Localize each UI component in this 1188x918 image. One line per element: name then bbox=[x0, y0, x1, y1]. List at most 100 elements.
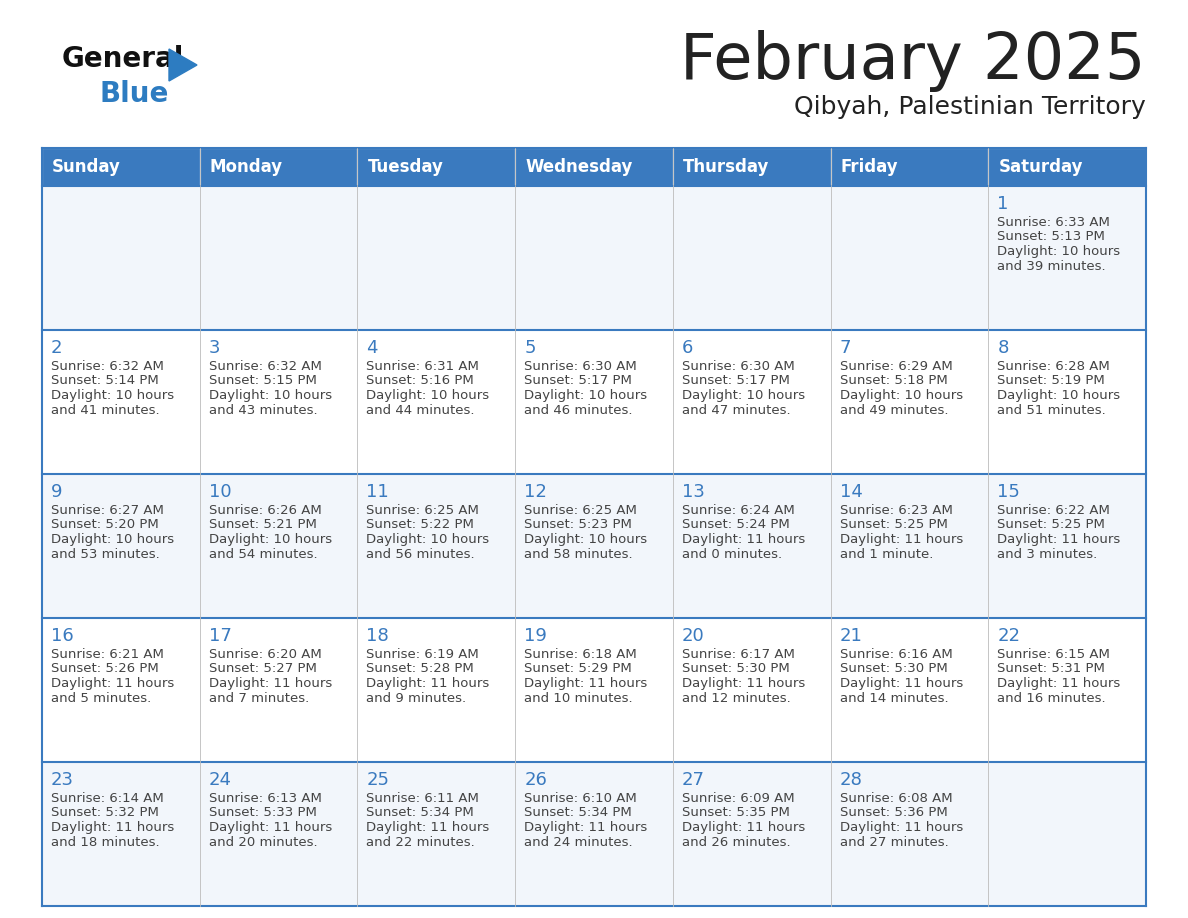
Text: 10: 10 bbox=[209, 483, 232, 501]
Text: 24: 24 bbox=[209, 771, 232, 789]
Bar bbox=[516, 330, 672, 474]
Text: Sunrise: 6:26 AM: Sunrise: 6:26 AM bbox=[209, 504, 322, 517]
Text: 3: 3 bbox=[209, 339, 220, 357]
Bar bbox=[516, 474, 672, 618]
Text: Sunset: 5:30 PM: Sunset: 5:30 PM bbox=[682, 663, 790, 676]
Text: 28: 28 bbox=[840, 771, 862, 789]
Text: and 12 minutes.: and 12 minutes. bbox=[682, 691, 790, 704]
Text: 14: 14 bbox=[840, 483, 862, 501]
Bar bbox=[358, 762, 516, 906]
Text: Sunrise: 6:20 AM: Sunrise: 6:20 AM bbox=[209, 648, 322, 661]
Bar bbox=[672, 330, 830, 474]
Text: Sunset: 5:16 PM: Sunset: 5:16 PM bbox=[366, 375, 474, 387]
Text: Blue: Blue bbox=[100, 80, 170, 108]
Bar bbox=[830, 618, 988, 762]
Text: Sunrise: 6:13 AM: Sunrise: 6:13 AM bbox=[209, 792, 322, 805]
Text: 27: 27 bbox=[682, 771, 704, 789]
Text: Qibyah, Palestinian Territory: Qibyah, Palestinian Territory bbox=[795, 95, 1146, 119]
Bar bbox=[358, 618, 516, 762]
Text: and 14 minutes.: and 14 minutes. bbox=[840, 691, 948, 704]
Text: Daylight: 11 hours: Daylight: 11 hours bbox=[840, 677, 962, 690]
Bar bbox=[672, 762, 830, 906]
Text: Sunset: 5:27 PM: Sunset: 5:27 PM bbox=[209, 663, 316, 676]
Text: Daylight: 11 hours: Daylight: 11 hours bbox=[51, 677, 175, 690]
Text: 8: 8 bbox=[997, 339, 1009, 357]
Bar bbox=[988, 474, 1146, 618]
Text: Daylight: 10 hours: Daylight: 10 hours bbox=[366, 533, 489, 546]
Text: and 27 minutes.: and 27 minutes. bbox=[840, 835, 948, 848]
Text: Daylight: 10 hours: Daylight: 10 hours bbox=[997, 389, 1120, 402]
Text: Daylight: 11 hours: Daylight: 11 hours bbox=[682, 677, 805, 690]
Text: and 44 minutes.: and 44 minutes. bbox=[366, 404, 475, 417]
Bar bbox=[516, 618, 672, 762]
Text: 9: 9 bbox=[51, 483, 63, 501]
Text: Sunset: 5:28 PM: Sunset: 5:28 PM bbox=[366, 663, 474, 676]
Text: Daylight: 11 hours: Daylight: 11 hours bbox=[366, 821, 489, 834]
Text: and 10 minutes.: and 10 minutes. bbox=[524, 691, 633, 704]
Text: Daylight: 11 hours: Daylight: 11 hours bbox=[682, 821, 805, 834]
Text: Sunrise: 6:19 AM: Sunrise: 6:19 AM bbox=[366, 648, 479, 661]
Text: Sunrise: 6:32 AM: Sunrise: 6:32 AM bbox=[51, 360, 164, 373]
Bar bbox=[358, 148, 516, 186]
Text: Sunrise: 6:30 AM: Sunrise: 6:30 AM bbox=[682, 360, 795, 373]
Text: February 2025: February 2025 bbox=[681, 30, 1146, 92]
Text: Daylight: 11 hours: Daylight: 11 hours bbox=[524, 821, 647, 834]
Text: and 51 minutes.: and 51 minutes. bbox=[997, 404, 1106, 417]
Bar bbox=[358, 330, 516, 474]
Bar bbox=[830, 330, 988, 474]
Text: and 43 minutes.: and 43 minutes. bbox=[209, 404, 317, 417]
Text: Daylight: 11 hours: Daylight: 11 hours bbox=[366, 677, 489, 690]
Bar bbox=[830, 148, 988, 186]
Text: Sunrise: 6:08 AM: Sunrise: 6:08 AM bbox=[840, 792, 953, 805]
Bar bbox=[830, 474, 988, 618]
Text: Sunset: 5:24 PM: Sunset: 5:24 PM bbox=[682, 519, 790, 532]
Text: Thursday: Thursday bbox=[683, 158, 770, 176]
Text: Sunrise: 6:29 AM: Sunrise: 6:29 AM bbox=[840, 360, 953, 373]
Text: Monday: Monday bbox=[210, 158, 283, 176]
Text: 21: 21 bbox=[840, 627, 862, 645]
Text: and 0 minutes.: and 0 minutes. bbox=[682, 547, 782, 561]
Text: and 1 minute.: and 1 minute. bbox=[840, 547, 933, 561]
Text: Sunset: 5:29 PM: Sunset: 5:29 PM bbox=[524, 663, 632, 676]
Text: Daylight: 10 hours: Daylight: 10 hours bbox=[209, 389, 331, 402]
Bar bbox=[830, 186, 988, 330]
Text: and 46 minutes.: and 46 minutes. bbox=[524, 404, 633, 417]
Text: and 49 minutes.: and 49 minutes. bbox=[840, 404, 948, 417]
Text: Sunrise: 6:32 AM: Sunrise: 6:32 AM bbox=[209, 360, 322, 373]
Bar bbox=[988, 762, 1146, 906]
Text: Daylight: 11 hours: Daylight: 11 hours bbox=[51, 821, 175, 834]
Text: 26: 26 bbox=[524, 771, 546, 789]
Bar bbox=[200, 330, 358, 474]
Text: Sunrise: 6:33 AM: Sunrise: 6:33 AM bbox=[997, 216, 1110, 229]
Text: Sunrise: 6:24 AM: Sunrise: 6:24 AM bbox=[682, 504, 795, 517]
Text: Sunset: 5:23 PM: Sunset: 5:23 PM bbox=[524, 519, 632, 532]
Bar bbox=[42, 330, 200, 474]
Text: Daylight: 10 hours: Daylight: 10 hours bbox=[51, 533, 175, 546]
Text: 12: 12 bbox=[524, 483, 546, 501]
Text: Sunset: 5:26 PM: Sunset: 5:26 PM bbox=[51, 663, 159, 676]
Bar bbox=[200, 618, 358, 762]
Text: and 47 minutes.: and 47 minutes. bbox=[682, 404, 790, 417]
Text: 18: 18 bbox=[366, 627, 390, 645]
Text: Daylight: 10 hours: Daylight: 10 hours bbox=[366, 389, 489, 402]
Bar bbox=[672, 474, 830, 618]
Text: Daylight: 10 hours: Daylight: 10 hours bbox=[524, 389, 647, 402]
Text: Sunrise: 6:17 AM: Sunrise: 6:17 AM bbox=[682, 648, 795, 661]
Text: Daylight: 10 hours: Daylight: 10 hours bbox=[682, 389, 805, 402]
Text: and 39 minutes.: and 39 minutes. bbox=[997, 260, 1106, 273]
Bar bbox=[200, 186, 358, 330]
Text: Sunset: 5:15 PM: Sunset: 5:15 PM bbox=[209, 375, 316, 387]
Text: Sunrise: 6:31 AM: Sunrise: 6:31 AM bbox=[366, 360, 479, 373]
Text: 19: 19 bbox=[524, 627, 546, 645]
Bar bbox=[988, 186, 1146, 330]
Bar bbox=[358, 186, 516, 330]
Text: Sunset: 5:18 PM: Sunset: 5:18 PM bbox=[840, 375, 947, 387]
Text: Sunset: 5:17 PM: Sunset: 5:17 PM bbox=[524, 375, 632, 387]
Text: Sunset: 5:17 PM: Sunset: 5:17 PM bbox=[682, 375, 790, 387]
Text: 1: 1 bbox=[997, 195, 1009, 213]
Text: Daylight: 10 hours: Daylight: 10 hours bbox=[51, 389, 175, 402]
Text: Sunrise: 6:28 AM: Sunrise: 6:28 AM bbox=[997, 360, 1110, 373]
Bar bbox=[988, 618, 1146, 762]
Bar bbox=[988, 148, 1146, 186]
Text: and 54 minutes.: and 54 minutes. bbox=[209, 547, 317, 561]
